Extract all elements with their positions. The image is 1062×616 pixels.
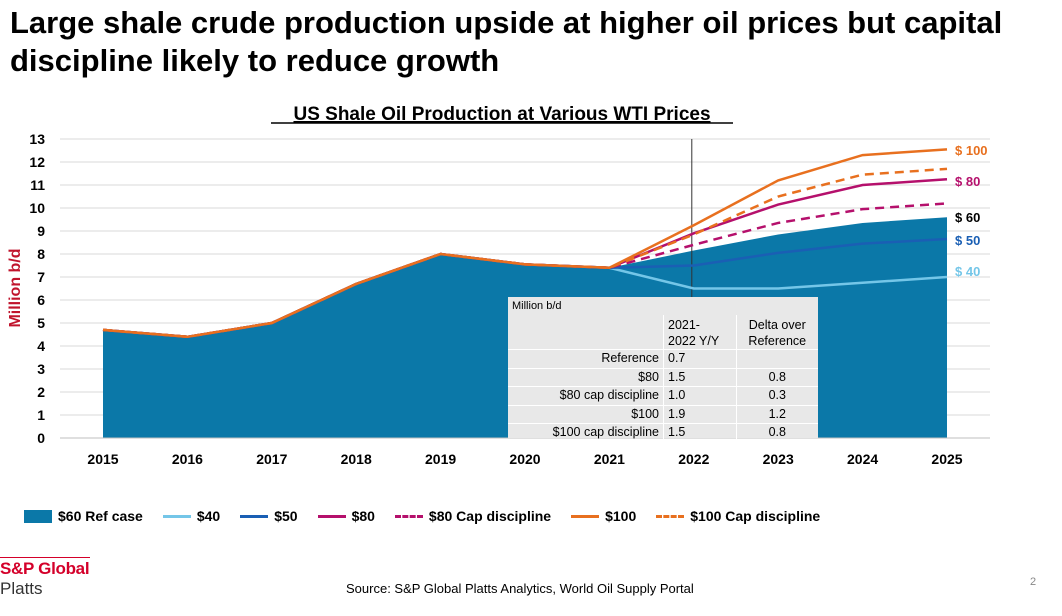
legend-swatch [317, 514, 346, 518]
x-tick-label: 2018 [341, 451, 372, 467]
table-header-cell: 2021- 2022 Y/Y [663, 315, 736, 349]
source-note: Source: S&P Global Platts Analytics, Wor… [346, 581, 694, 596]
y-axis-label: Million b/d [7, 248, 24, 327]
y-tick-label: 2 [37, 384, 45, 400]
table-cell: $100 [631, 406, 659, 421]
legend-label: $50 [274, 508, 298, 524]
table-header-row: 2021- 2022 Y/Y Delta over Reference [508, 315, 818, 349]
table-cell: 1.2 [735, 405, 818, 424]
table-cell: 1.0 [663, 387, 736, 405]
table-cell: 1.5 [663, 424, 736, 442]
table-cell: 0.8 [735, 424, 818, 442]
legend-swatch [240, 514, 269, 518]
x-tick-label: 2015 [87, 451, 118, 467]
table-row: $100 cap discipline 1.5 0.8 [508, 423, 818, 442]
legend-item: $40 [162, 508, 221, 524]
y-tick-label: 0 [37, 430, 45, 446]
x-tick-label: 2017 [256, 451, 287, 467]
y-tick-label: 13 [29, 131, 45, 147]
table-cell: 0.7 [663, 350, 736, 368]
y-tick-label: 1 [37, 407, 45, 423]
chart-legend: $60 Ref case $40 $50 $80 $80 Cap discipline $… [24, 508, 840, 524]
table-cell: $100 cap discipline [552, 425, 659, 440]
table-cell: $80 cap discipline [559, 388, 659, 403]
logo-divider [0, 557, 90, 558]
y-tick-label: 6 [37, 292, 45, 308]
y-tick-label: 5 [37, 315, 45, 331]
legend-swatch [162, 514, 191, 518]
table-cell: 0.3 [735, 387, 818, 405]
legend-item: $80 Cap discipline [394, 508, 552, 524]
y-tick-label: 7 [37, 269, 45, 285]
series-end-label: $ 100 [955, 143, 988, 158]
logo-platts: Platts [0, 579, 43, 598]
legend-swatch [656, 514, 685, 518]
table-cell: $80 [638, 369, 659, 384]
chart-title: US Shale Oil Production at Various WTI P… [293, 104, 710, 125]
page-number: 2 [1030, 576, 1037, 588]
x-tick-label: 2025 [931, 451, 962, 467]
table-row: Reference 0.7 [508, 349, 818, 368]
legend-label: $40 [196, 508, 221, 524]
legend-item: $60 Ref case [24, 508, 143, 524]
y-tick-label: 3 [37, 361, 45, 377]
table-cell: 1.5 [663, 368, 736, 387]
x-tick-label: 2020 [509, 451, 540, 467]
legend-swatch [571, 514, 600, 518]
legend-label: $60 Ref case [58, 508, 143, 524]
series-end-label: $ 80 [955, 174, 980, 189]
table-caption: Million b/d [512, 300, 562, 312]
table-cell [735, 350, 818, 368]
series-line-100 [102, 148, 948, 339]
y-tick-label: 11 [30, 177, 45, 193]
logo-sp-global: S&P Global [0, 559, 90, 578]
x-tick-label: 2019 [425, 451, 456, 467]
page-headline: Large shale crude production upside at h… [10, 5, 1003, 78]
x-tick-label: 2016 [172, 451, 203, 467]
table-header-cell [508, 315, 663, 349]
legend-item: $50 [240, 508, 298, 524]
table-row: $80 cap discipline 1.0 0.3 [508, 386, 818, 405]
table-cell: Reference [601, 351, 659, 365]
y-tick-label: 9 [37, 223, 45, 239]
x-tick-label: 2023 [763, 451, 794, 467]
series-end-label: $ 40 [955, 264, 980, 279]
table-header-cell: Delta over Reference [735, 315, 818, 349]
x-tick-label: 2024 [847, 451, 878, 467]
x-tick-label: 2021 [594, 451, 625, 467]
legend-label: $100 [605, 508, 637, 524]
legend-item: $100 [571, 508, 636, 524]
y-tick-label: 12 [29, 154, 45, 170]
y-tick-label: 4 [37, 338, 45, 354]
table-row: $100 1.9 1.2 [508, 404, 818, 424]
legend-label: $100 Cap discipline [690, 508, 821, 524]
table-cell: 0.8 [735, 368, 818, 387]
y-tick-label: 8 [37, 246, 45, 262]
series-end-label: $ 50 [955, 233, 980, 248]
x-tick-label: 2022 [678, 451, 709, 467]
legend-item: $80 [317, 508, 375, 524]
table-row: $80 1.5 0.8 [508, 367, 818, 387]
ref-end-label: $ 60 [955, 210, 980, 225]
legend-label: $80 Cap discipline [428, 508, 552, 524]
table-cell: 1.9 [663, 405, 736, 424]
inset-data-table: Million b/d 2021- 2022 Y/Y Delta over Refer… [508, 297, 818, 442]
legend-swatch [24, 509, 52, 523]
y-tick-label: 10 [29, 200, 45, 216]
legend-swatch [394, 514, 423, 518]
legend-item: $100 Cap discipline [656, 508, 820, 524]
legend-label: $80 [351, 508, 375, 524]
